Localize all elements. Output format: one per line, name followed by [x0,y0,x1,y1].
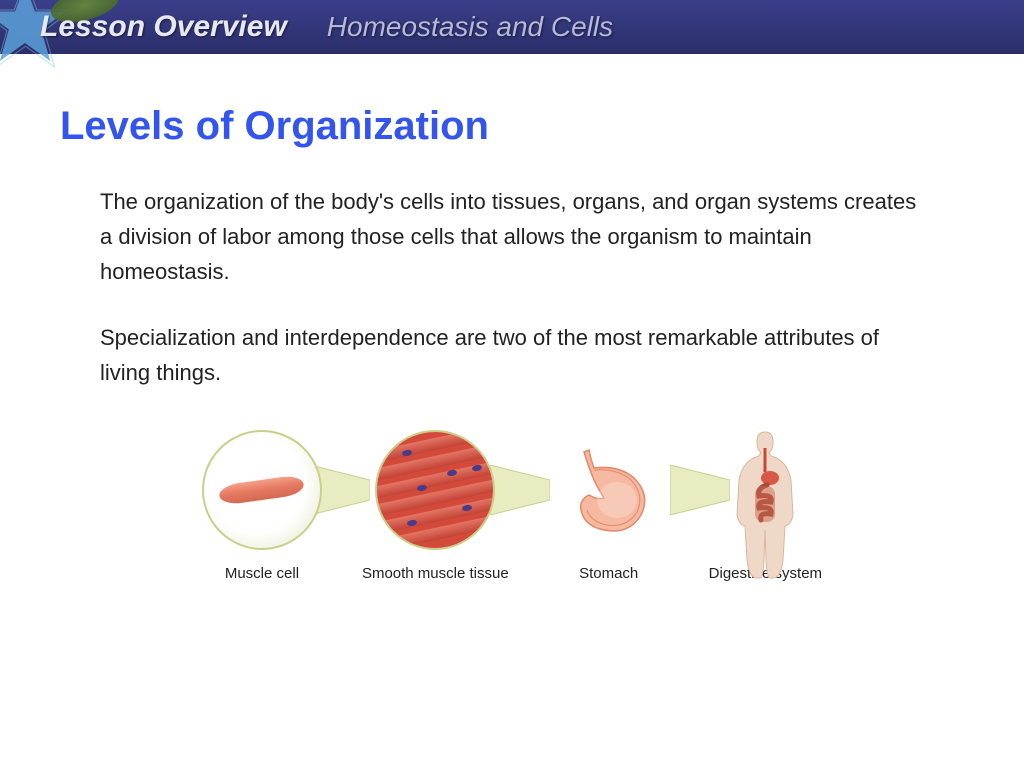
level-muscle-cell: Muscle cell [202,430,322,582]
slide-title: Levels of Organization [60,104,964,149]
tissue-illustration [375,430,495,550]
muscle-cell-icon [218,474,305,506]
digestive-system-illustration [715,430,815,580]
stomach-illustration [549,430,669,550]
topic-title: Homeostasis and Cells [327,11,613,43]
level-digestive-system: Digestive system [709,430,822,582]
paragraph-2: Specialization and interdependence are t… [100,320,920,390]
levels-diagram: Muscle cell Sm [60,430,964,582]
lesson-overview-label: Lesson Overview [40,10,287,44]
slide-header: Lesson Overview Homeostasis and Cells [0,0,1024,54]
level-label: Muscle cell [225,565,299,582]
tissue-icon [377,430,493,550]
human-body-icon [715,430,815,580]
level-label: Stomach [579,565,638,582]
stomach-icon [559,440,659,540]
level-label: Smooth muscle tissue [362,565,509,582]
slide-content: Levels of Organization The organization … [0,54,1024,582]
level-stomach: Stomach [549,430,669,582]
muscle-cell-illustration [202,430,322,550]
level-smooth-muscle-tissue: Smooth muscle tissue [362,430,509,582]
paragraph-1: The organization of the body's cells int… [100,184,920,290]
